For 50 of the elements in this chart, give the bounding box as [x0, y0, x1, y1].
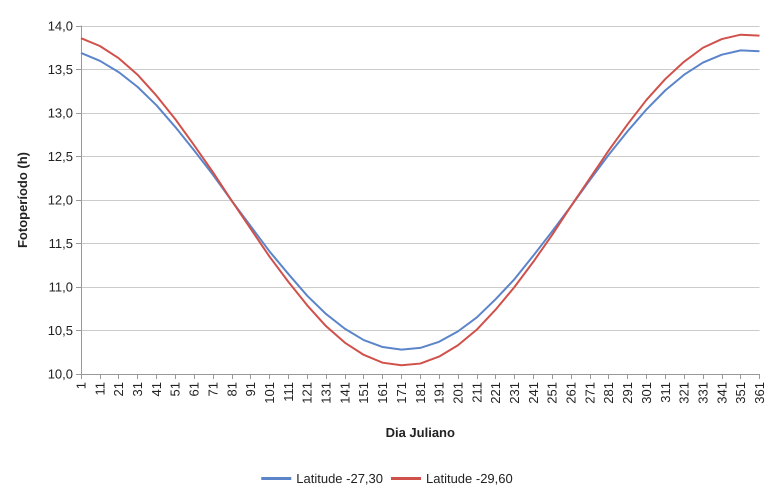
x-tick-label: 41	[148, 382, 164, 396]
y-tick-label: 11,0	[48, 280, 73, 294]
x-tick-label: 11	[92, 382, 108, 396]
x-tick-label: 91	[243, 382, 258, 396]
x-tick-label: 361	[752, 382, 767, 404]
x-tick-label: 201	[450, 382, 466, 404]
x-tick-label: 181	[412, 382, 428, 404]
x-tick-label: 281	[601, 382, 616, 404]
y-tick-label: 12,0	[48, 192, 73, 208]
x-tick-label: 251	[544, 382, 560, 404]
x-tick-label: 21	[111, 382, 126, 396]
x-tick-label: 151	[356, 382, 372, 404]
x-tick-label: 231	[506, 382, 522, 404]
x-tick-label: 31	[130, 382, 146, 396]
x-tick-label: 321	[676, 382, 692, 404]
y-tick-label: 10,5	[48, 323, 73, 338]
y-axis-title: Fotoperíodo (h)	[15, 152, 30, 248]
x-tick-label: 1	[74, 382, 88, 390]
y-tick-label: 13,5	[48, 62, 73, 77]
x-tick-label: 341	[714, 382, 730, 404]
x-tick-label: 141	[337, 382, 352, 404]
y-tick-label: 13,0	[48, 106, 73, 120]
y-tick-label: 10,0	[48, 366, 73, 382]
legend-label: Latitude -27,30	[296, 471, 383, 486]
x-tick-label: 71	[205, 382, 220, 396]
y-tick-label: 12,5	[48, 149, 73, 164]
y-tick-label: 14,0	[48, 18, 73, 34]
x-tick-label: 351	[733, 382, 748, 404]
legend-label: Latitude -29,60	[426, 471, 513, 486]
x-tick-label: 191	[432, 382, 447, 404]
x-tick-label: 161	[375, 382, 390, 404]
x-tick-label: 131	[318, 382, 334, 404]
y-tick-label: 11,5	[48, 236, 73, 251]
x-tick-label: 51	[168, 382, 183, 396]
x-tick-label: 121	[300, 382, 315, 404]
x-tick-label: 261	[564, 382, 579, 404]
x-tick-label: 61	[186, 382, 202, 396]
x-axis-title: Dia Juliano	[386, 425, 455, 440]
x-tick-label: 331	[695, 382, 710, 404]
x-tick-label: 271	[582, 382, 598, 404]
x-tick-label: 211	[469, 382, 484, 403]
x-tick-label: 241	[526, 382, 541, 404]
x-tick-label: 221	[488, 382, 504, 404]
x-tick-label: 81	[224, 382, 240, 396]
x-tick-label: 111	[280, 382, 296, 402]
x-tick-label: 291	[620, 382, 636, 404]
x-tick-label: 301	[638, 382, 654, 404]
x-tick-label: 171	[394, 382, 409, 404]
x-tick-label: 101	[262, 382, 277, 404]
x-tick-label: 311	[658, 382, 673, 403]
